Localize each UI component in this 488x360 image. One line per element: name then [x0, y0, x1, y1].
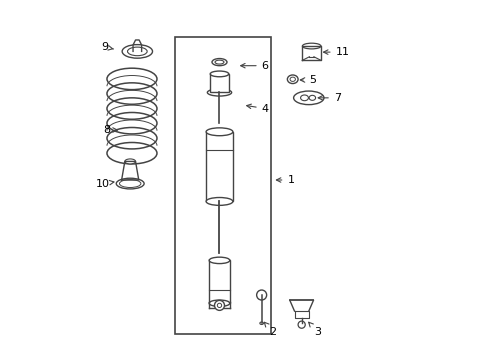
Text: 4: 4: [246, 104, 268, 113]
Text: 11: 11: [323, 47, 349, 57]
Circle shape: [256, 290, 266, 300]
Ellipse shape: [122, 45, 152, 58]
Ellipse shape: [302, 43, 320, 49]
Ellipse shape: [127, 47, 147, 56]
Ellipse shape: [209, 257, 229, 264]
Ellipse shape: [210, 71, 228, 77]
Text: 1: 1: [276, 175, 294, 185]
Ellipse shape: [205, 128, 232, 136]
Text: 8: 8: [103, 125, 117, 135]
Text: 7: 7: [318, 93, 340, 103]
Ellipse shape: [205, 198, 232, 205]
Circle shape: [214, 300, 224, 310]
Bar: [209, 260, 229, 303]
Ellipse shape: [259, 322, 263, 324]
Ellipse shape: [209, 300, 229, 306]
Ellipse shape: [124, 159, 135, 164]
Ellipse shape: [289, 77, 295, 81]
Ellipse shape: [287, 75, 298, 84]
Bar: [210, 74, 228, 93]
Ellipse shape: [308, 95, 315, 100]
Ellipse shape: [212, 59, 226, 66]
Ellipse shape: [119, 180, 141, 188]
Text: 10: 10: [96, 179, 114, 189]
Text: 6: 6: [240, 61, 268, 71]
Text: 2: 2: [264, 322, 276, 337]
Text: 5: 5: [300, 75, 315, 85]
Ellipse shape: [207, 89, 231, 96]
Ellipse shape: [300, 95, 308, 101]
Text: 9: 9: [101, 42, 113, 52]
Text: 3: 3: [308, 322, 321, 337]
Ellipse shape: [116, 178, 144, 189]
Circle shape: [298, 321, 305, 328]
Circle shape: [217, 303, 221, 307]
Bar: [205, 132, 232, 202]
Ellipse shape: [293, 91, 324, 105]
Ellipse shape: [215, 60, 224, 64]
Bar: [175, 37, 271, 334]
